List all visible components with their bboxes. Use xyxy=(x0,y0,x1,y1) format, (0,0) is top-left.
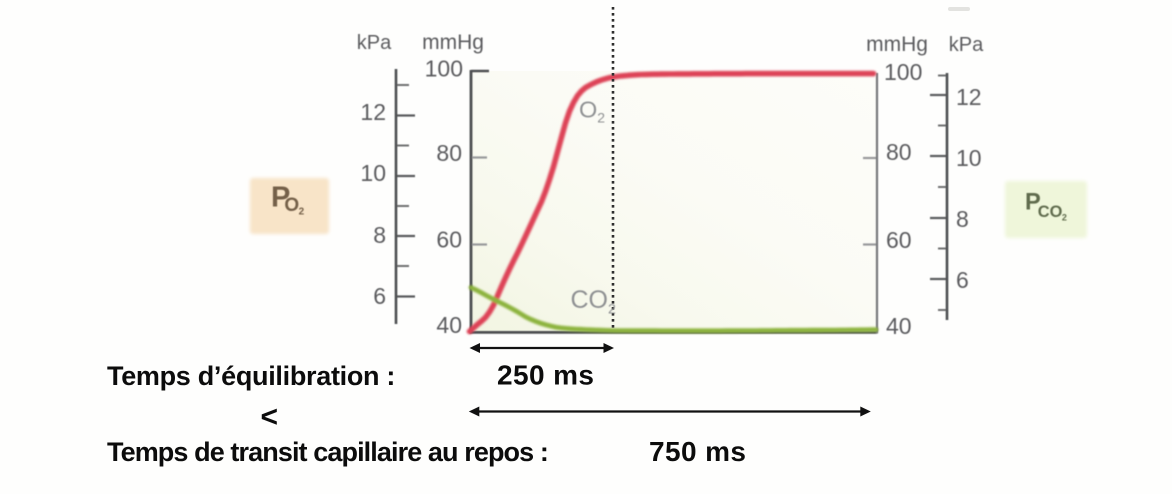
svg-text:12: 12 xyxy=(360,99,386,125)
svg-text:60: 60 xyxy=(886,227,912,253)
svg-text:Temps de transit capillaire au: Temps de transit capillaire au repos : xyxy=(107,437,548,467)
svg-text:40: 40 xyxy=(886,313,912,339)
svg-text:mmHg: mmHg xyxy=(866,33,928,56)
svg-text:40: 40 xyxy=(436,312,462,338)
svg-text:6: 6 xyxy=(373,283,386,309)
svg-text:750 ms: 750 ms xyxy=(649,436,746,467)
svg-text:10: 10 xyxy=(956,145,982,171)
svg-text:10: 10 xyxy=(360,160,386,186)
svg-text:60: 60 xyxy=(436,227,462,253)
svg-text:mmHg: mmHg xyxy=(422,31,484,54)
svg-text:6: 6 xyxy=(956,267,969,293)
svg-text:kPa: kPa xyxy=(949,34,984,56)
svg-text:250 ms: 250 ms xyxy=(497,360,594,391)
svg-text:12: 12 xyxy=(956,84,982,110)
svg-text:80: 80 xyxy=(886,139,912,165)
svg-text:100: 100 xyxy=(884,59,922,85)
svg-text:100: 100 xyxy=(425,56,463,82)
svg-text:Temps d’équilibration :: Temps d’équilibration : xyxy=(107,361,395,391)
svg-text:kPa: kPa xyxy=(357,32,392,54)
svg-text:80: 80 xyxy=(436,140,462,166)
svg-text:8: 8 xyxy=(956,206,969,232)
svg-text:<: < xyxy=(261,401,279,434)
svg-text:8: 8 xyxy=(373,222,386,248)
